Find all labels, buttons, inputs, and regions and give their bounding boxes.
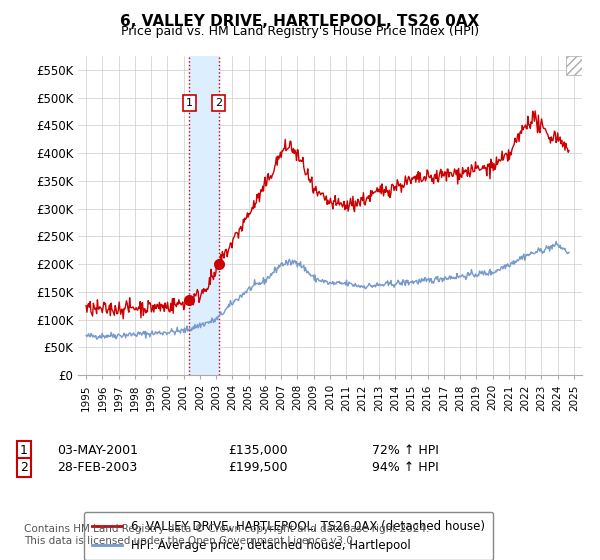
Text: Price paid vs. HM Land Registry's House Price Index (HPI): Price paid vs. HM Land Registry's House … [121,25,479,38]
Text: 72% ↑ HPI: 72% ↑ HPI [372,444,439,458]
Text: £135,000: £135,000 [228,444,287,458]
Text: 1: 1 [20,444,28,458]
Legend: 6, VALLEY DRIVE, HARTLEPOOL, TS26 0AX (detached house), HPI: Average price, deta: 6, VALLEY DRIVE, HARTLEPOOL, TS26 0AX (d… [84,512,493,560]
Text: 03-MAY-2001: 03-MAY-2001 [57,444,138,458]
Text: £199,500: £199,500 [228,461,287,474]
Text: 6, VALLEY DRIVE, HARTLEPOOL, TS26 0AX: 6, VALLEY DRIVE, HARTLEPOOL, TS26 0AX [121,14,479,29]
Text: 94% ↑ HPI: 94% ↑ HPI [372,461,439,474]
Text: 1: 1 [186,98,193,108]
Text: 2: 2 [20,461,28,474]
Text: Contains HM Land Registry data © Crown copyright and database right 2024.
This d: Contains HM Land Registry data © Crown c… [24,524,430,546]
Text: 28-FEB-2003: 28-FEB-2003 [57,461,137,474]
Bar [190,56,219,375]
Text: 2: 2 [215,98,223,108]
